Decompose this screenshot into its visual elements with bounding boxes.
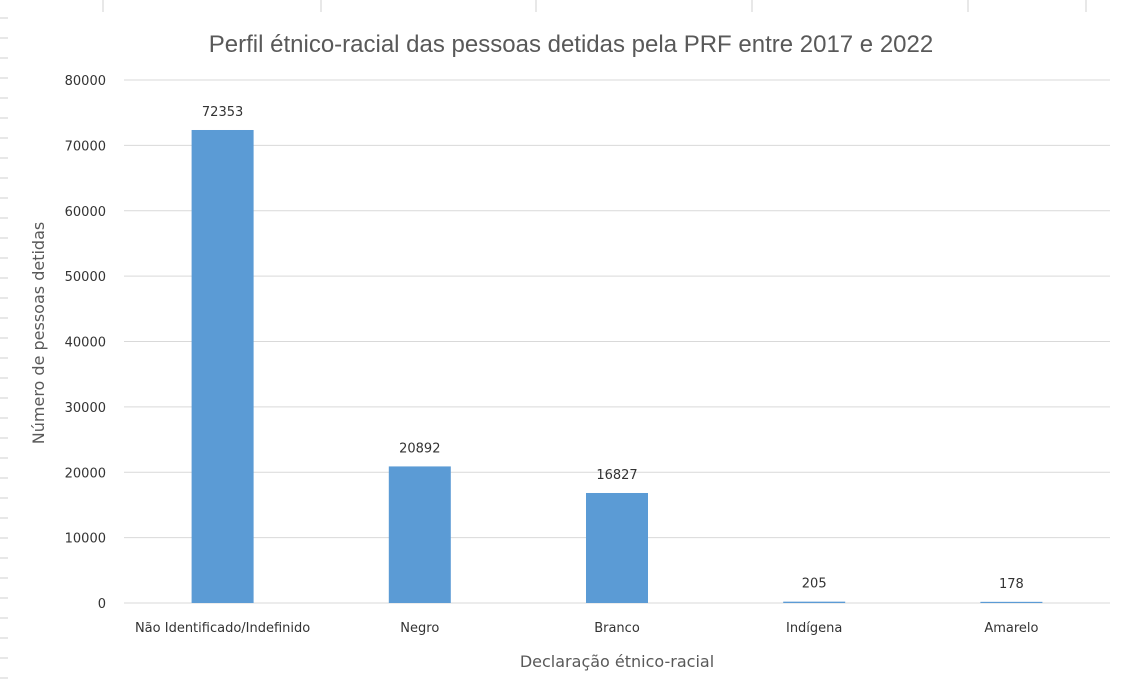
sheet-gridlines [0,0,1087,679]
chart-title: Perfil étnico-racial das pessoas detidas… [209,31,933,58]
x-tick-label: Amarelo [984,621,1038,636]
y-tick-label: 0 [98,597,106,612]
x-tick-label: Negro [400,621,439,636]
y-tick-label: 20000 [65,466,106,481]
y-tick-label: 60000 [65,205,106,220]
data-label: 72353 [202,105,243,120]
y-tick-label: 50000 [65,270,106,285]
x-axis-categories: Não Identificado/Indefinido Negro Branco In… [135,621,1039,636]
y-tick-label: 10000 [65,532,106,547]
bar [783,601,846,603]
data-label: 16827 [596,468,637,483]
x-tick-label: Indígena [786,621,842,636]
data-labels: 72353 20892 16827 205 178 [202,105,1024,592]
bar [191,129,254,604]
y-tick-label: 40000 [65,336,106,351]
data-label: 178 [999,577,1024,592]
x-tick-label: Branco [594,621,640,636]
y-tick-label: 30000 [65,401,106,416]
data-label: 20892 [399,441,440,456]
bars [191,129,1043,604]
x-axis-label: Declaração étnico-racial [520,652,714,671]
gridlines [124,79,1110,604]
y-axis-ticks: 0 10000 20000 30000 40000 50000 60000 70000 8000… [65,74,106,612]
y-axis-label: Número de pessoas detidas [29,222,48,444]
y-tick-label: 80000 [65,74,106,89]
bar [586,492,648,603]
x-tick-label: Não Identificado/Indefinido [135,621,310,636]
bar [388,466,451,603]
y-tick-label: 70000 [65,139,106,154]
bar [980,601,1043,603]
data-label: 205 [802,577,827,592]
